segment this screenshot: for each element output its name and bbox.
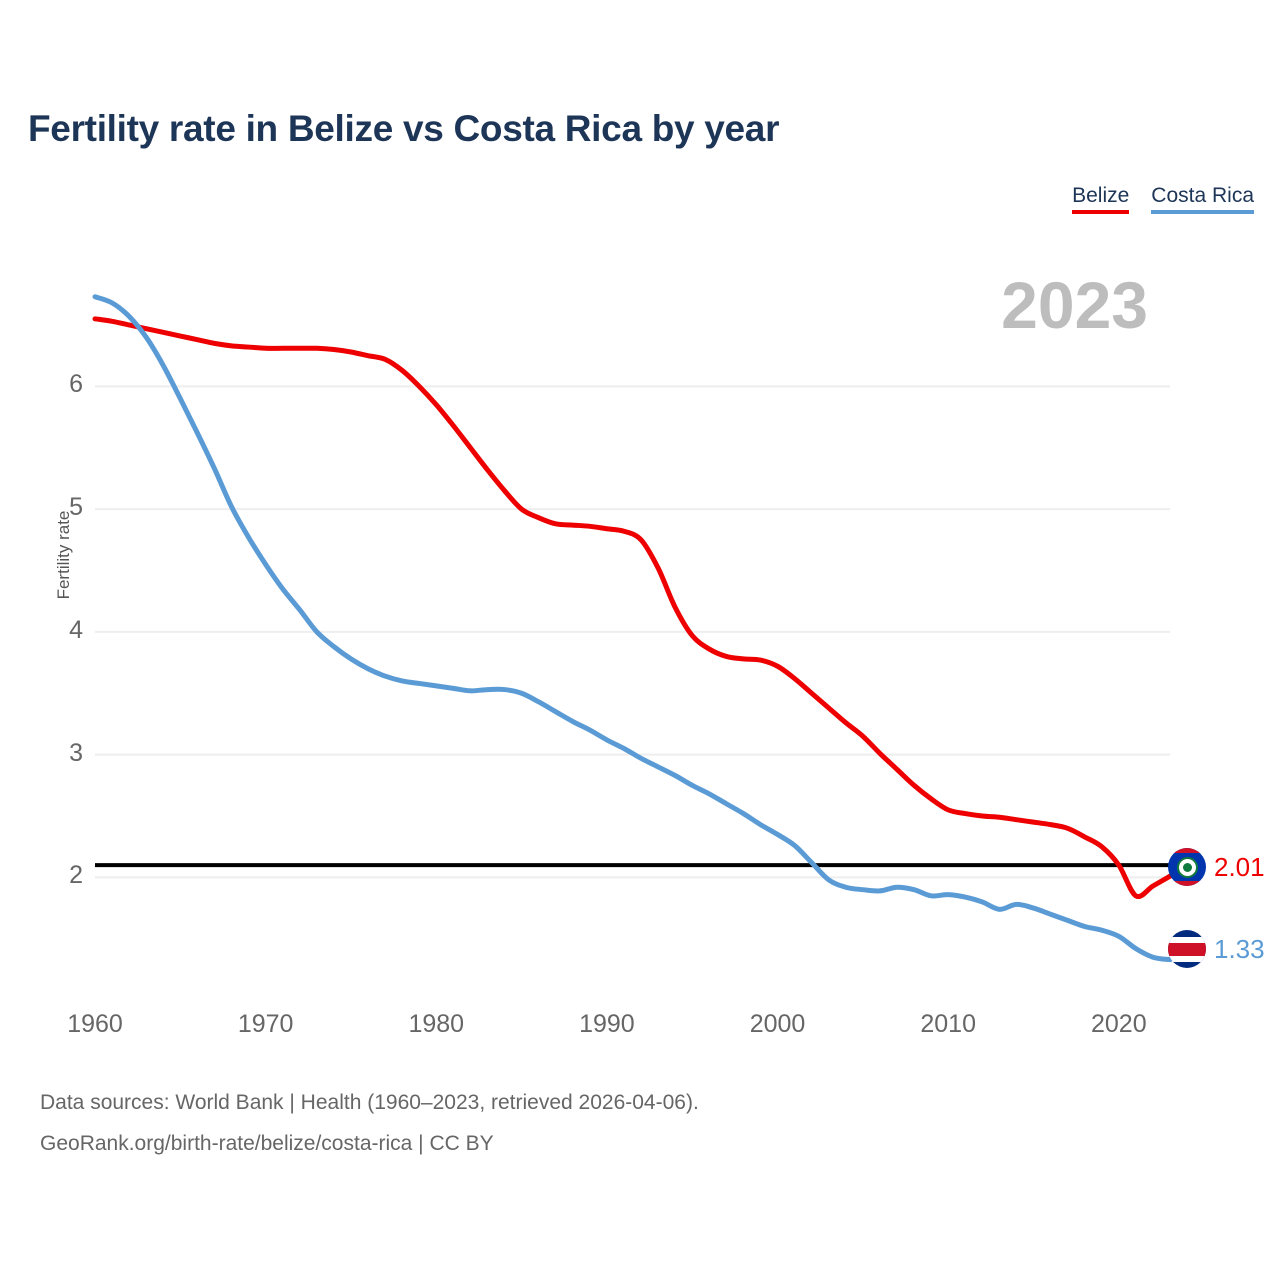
y-tick-label: 4 <box>69 615 83 644</box>
chart-legend: Belize Costa Rica <box>1072 183 1254 214</box>
y-tick-label: 2 <box>69 861 83 890</box>
line-series-costa-rica <box>92 294 1173 963</box>
belize-flag-icon <box>1168 848 1206 886</box>
x-tick-label: 1990 <box>579 1010 635 1038</box>
x-tick-label: 2010 <box>920 1010 976 1038</box>
endpoint-costa-rica[interactable]: 1.33 <box>1168 930 1265 968</box>
x-tick-label: 2000 <box>749 1010 806 1038</box>
x-tick-label: 1960 <box>67 1010 123 1038</box>
footer-line-attribution: GeoRank.org/birth-rate/belize/costa-rica… <box>40 1132 494 1155</box>
y-tick-label: 5 <box>69 493 83 522</box>
footer: Data sources: World Bank | Health (1960–… <box>40 1082 699 1164</box>
endpoint-value-belize: 2.01 <box>1214 851 1265 882</box>
y-tick-label: 6 <box>69 370 83 399</box>
endpoint-value-costa-rica: 1.33 <box>1214 933 1265 964</box>
x-tick-label: 2020 <box>1090 1010 1147 1038</box>
endpoint-belize[interactable]: 2.01 <box>1168 848 1265 886</box>
legend-item-belize[interactable]: Belize <box>1072 183 1130 214</box>
legend-label-costa-rica: Costa Rica <box>1151 184 1254 207</box>
footer-line-sources: Data sources: World Bank | Health (1960–… <box>40 1091 699 1114</box>
legend-label-belize: Belize <box>1072 184 1130 207</box>
legend-swatch-costa-rica <box>1151 210 1254 214</box>
y-tick-label: 3 <box>69 738 83 767</box>
line-series-belize <box>92 316 1173 900</box>
costa-rica-flag-icon <box>1168 930 1206 968</box>
year-badge: 2023 <box>1001 268 1148 342</box>
page-title: Fertility rate in Belize vs Costa Rica b… <box>28 108 780 149</box>
gridlines <box>95 385 1170 879</box>
legend-swatch-belize <box>1072 210 1130 214</box>
x-tick-label: 1970 <box>237 1010 294 1038</box>
legend-item-costa-rica[interactable]: Costa Rica <box>1151 183 1254 214</box>
x-tick-label: 1980 <box>408 1010 465 1038</box>
